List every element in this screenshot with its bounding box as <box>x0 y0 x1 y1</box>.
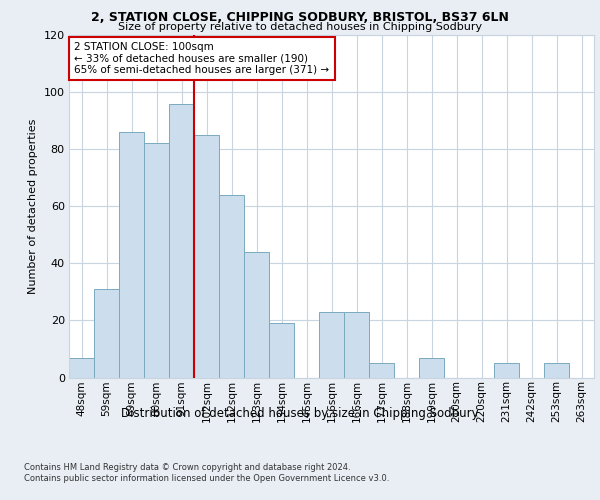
Bar <box>244 252 269 378</box>
Bar <box>169 104 194 378</box>
Text: 2, STATION CLOSE, CHIPPING SODBURY, BRISTOL, BS37 6LN: 2, STATION CLOSE, CHIPPING SODBURY, BRIS… <box>91 11 509 24</box>
Bar <box>94 289 119 378</box>
Bar <box>544 363 569 378</box>
Bar <box>219 195 244 378</box>
Bar <box>344 312 369 378</box>
Bar <box>369 363 394 378</box>
Text: Contains public sector information licensed under the Open Government Licence v3: Contains public sector information licen… <box>24 474 389 483</box>
Bar <box>144 144 169 378</box>
Bar <box>494 363 519 378</box>
Bar <box>269 324 294 378</box>
Bar <box>194 135 219 378</box>
Text: 2 STATION CLOSE: 100sqm
← 33% of detached houses are smaller (190)
65% of semi-d: 2 STATION CLOSE: 100sqm ← 33% of detache… <box>74 42 329 75</box>
Text: Distribution of detached houses by size in Chipping Sodbury: Distribution of detached houses by size … <box>121 408 479 420</box>
Bar <box>319 312 344 378</box>
Bar <box>119 132 144 378</box>
Text: Contains HM Land Registry data © Crown copyright and database right 2024.: Contains HM Land Registry data © Crown c… <box>24 462 350 471</box>
Text: Size of property relative to detached houses in Chipping Sodbury: Size of property relative to detached ho… <box>118 22 482 32</box>
Bar <box>69 358 94 378</box>
Bar <box>419 358 444 378</box>
Y-axis label: Number of detached properties: Number of detached properties <box>28 118 38 294</box>
